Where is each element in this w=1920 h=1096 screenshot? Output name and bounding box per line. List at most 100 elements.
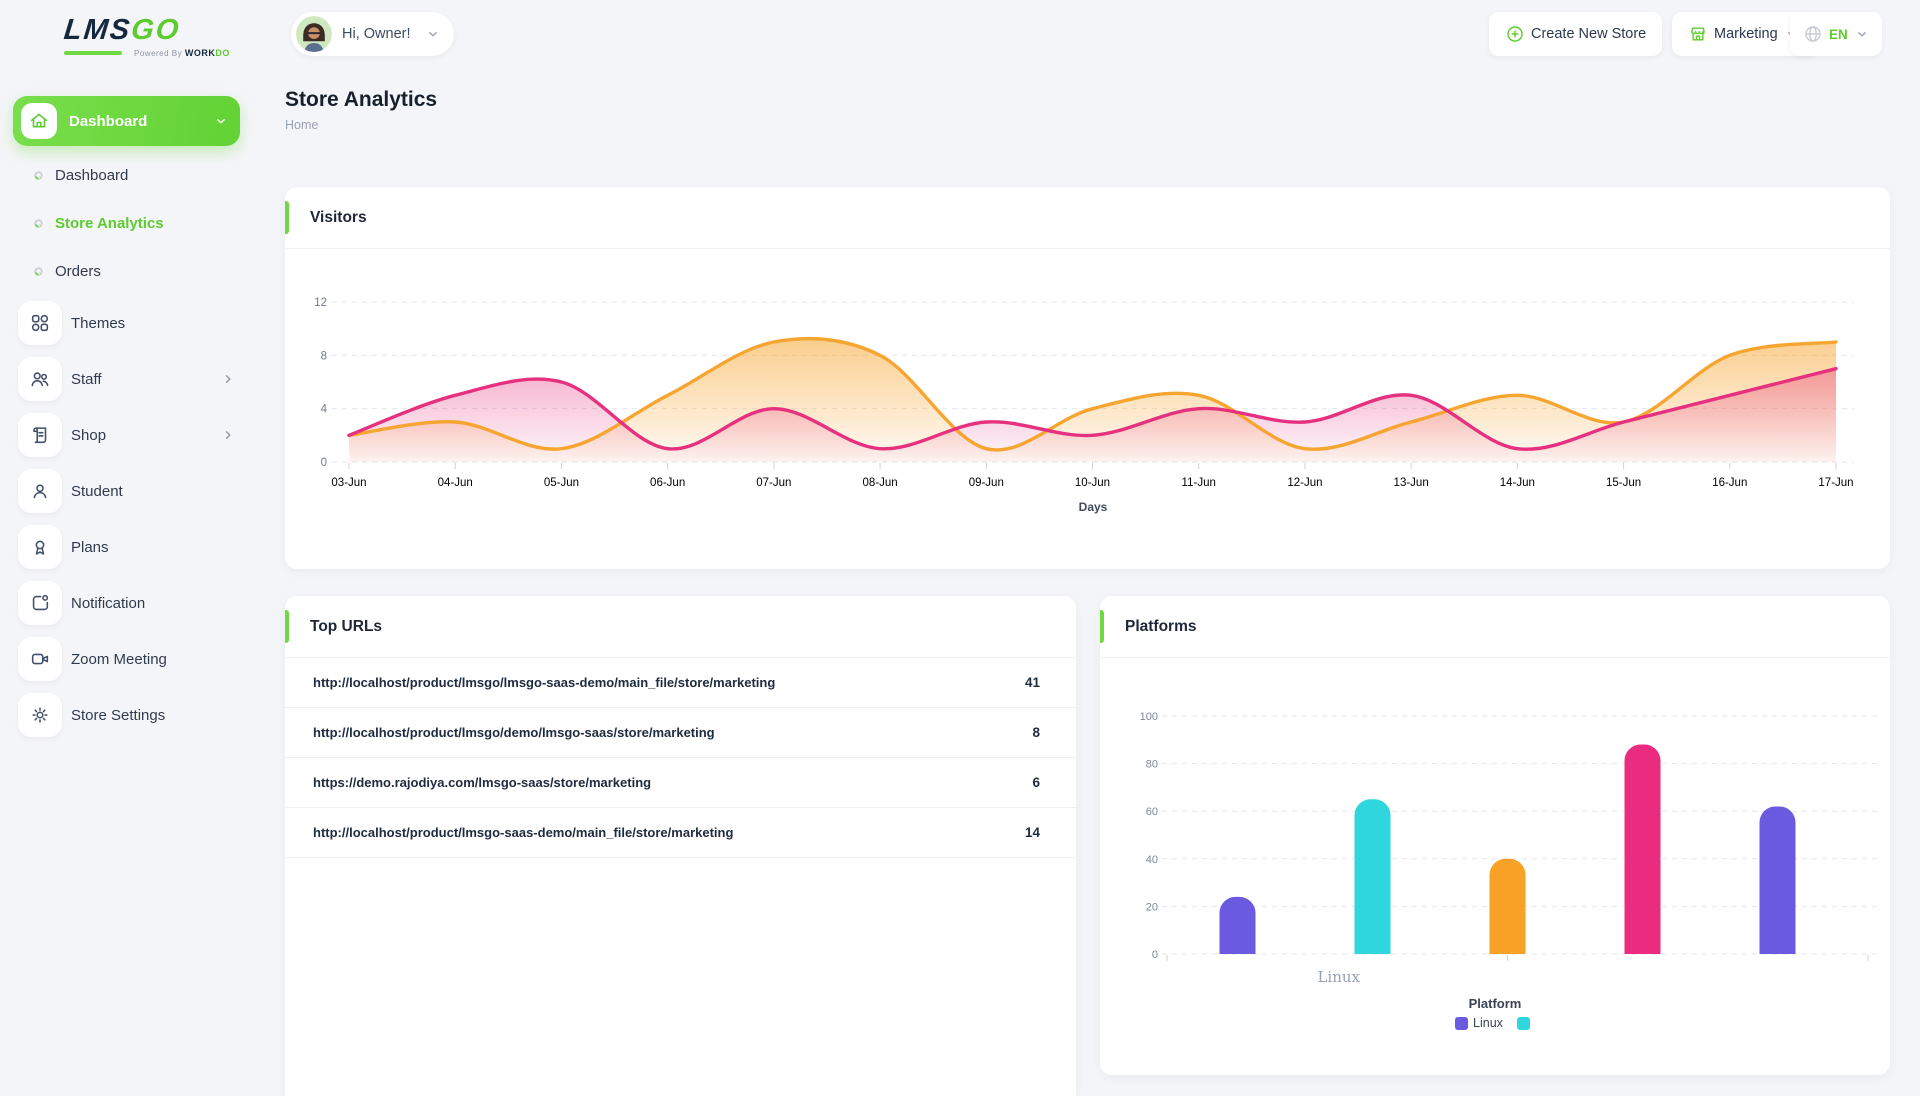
- sidebar-item-label: Dashboard: [55, 166, 129, 184]
- user-menu-button[interactable]: Hi, Owner!: [291, 12, 454, 56]
- count-cell: 8: [1032, 725, 1040, 740]
- page-title: Store Analytics: [285, 88, 438, 111]
- video-icon: [18, 637, 62, 681]
- sidebar-item-orders[interactable]: Orders: [0, 247, 257, 295]
- page-head: Store Analytics Home: [285, 88, 437, 132]
- svg-text:08-Jun: 08-Jun: [862, 477, 897, 489]
- language-code-label: EN: [1829, 26, 1848, 42]
- sidebar-sub-list: Dashboard Store Analytics Orders: [0, 151, 257, 295]
- svg-text:40: 40: [1146, 854, 1158, 866]
- store-selector-button[interactable]: Marketing: [1672, 12, 1815, 56]
- sidebar-item-label: Staff: [71, 370, 102, 388]
- svg-text:05-Jun: 05-Jun: [544, 477, 579, 489]
- receipt-icon: [18, 413, 62, 457]
- chevron-right-icon: [221, 372, 235, 386]
- sidebar-group-dashboard[interactable]: Dashboard: [13, 96, 240, 146]
- svg-text:14-Jun: 14-Jun: [1500, 477, 1535, 489]
- visitors-card-title: Visitors: [310, 208, 367, 226]
- platforms-card-title: Platforms: [1125, 617, 1197, 635]
- store-selector-label: Marketing: [1714, 26, 1778, 42]
- platforms-card: Platforms 0 20 40 60 80 100 Linux Platform Lin…: [1100, 596, 1890, 1075]
- svg-text:100: 100: [1140, 711, 1158, 723]
- sidebar-item-label: Store Settings: [71, 706, 166, 724]
- sidebar-item-dashboard[interactable]: Dashboard: [0, 151, 257, 199]
- chevron-right-icon: [221, 428, 235, 442]
- sidebar-item-label: Student: [71, 482, 123, 500]
- svg-text:16-Jun: 16-Jun: [1712, 477, 1747, 489]
- svg-text:80: 80: [1146, 759, 1158, 771]
- url-cell[interactable]: http://localhost/product/lmsgo-saas-demo…: [313, 825, 734, 840]
- svg-text:8: 8: [321, 350, 327, 362]
- sidebar-item-zoom-meeting[interactable]: Zoom Meeting: [0, 631, 257, 687]
- brand-logo-text: LMSGO: [62, 14, 183, 46]
- bullet-icon: [32, 169, 45, 182]
- person-icon: [18, 469, 62, 513]
- platforms-bar-chart: 0 20 40 60 80 100 Linux: [1140, 711, 1878, 986]
- count-cell: 14: [1024, 825, 1040, 840]
- grid-icon: [18, 301, 62, 345]
- sidebar-item-store-settings[interactable]: Store Settings: [0, 687, 257, 743]
- table-row[interactable]: http://localhost/product/lmsgo-saas-demo…: [285, 808, 1076, 858]
- breadcrumb[interactable]: Home: [285, 118, 319, 132]
- svg-text:03-Jun: 03-Jun: [331, 477, 366, 489]
- top-urls-card: Top URLs http://localhost/product/lmsgo/…: [285, 596, 1076, 1096]
- sidebar-item-label: Orders: [55, 262, 101, 280]
- svg-text:0: 0: [1152, 949, 1158, 961]
- sidebar-item-label: Themes: [71, 314, 126, 332]
- sidebar-item-staff[interactable]: Staff: [0, 351, 257, 407]
- store-icon: [1688, 24, 1708, 44]
- url-cell[interactable]: http://localhost/product/lmsgo/lmsgo-saa…: [313, 675, 776, 690]
- sidebar-item-shop[interactable]: Shop: [0, 407, 257, 463]
- platforms-axis-title: Platform: [1468, 996, 1522, 1011]
- sidebar-item-notification[interactable]: Notification: [0, 575, 257, 631]
- globe-icon: [1803, 24, 1823, 44]
- url-cell[interactable]: https://demo.rajodiya.com/lmsgo-saas/sto…: [313, 775, 652, 790]
- card-accent-bar: [1100, 610, 1104, 643]
- sidebar-item-plans[interactable]: Plans: [0, 519, 257, 575]
- sidebar-item-themes[interactable]: Themes: [0, 295, 257, 351]
- bullet-icon: [32, 217, 45, 230]
- sidebar-item-label: Plans: [71, 538, 109, 556]
- create-new-store-button[interactable]: Create New Store: [1489, 12, 1663, 56]
- create-new-store-label: Create New Store: [1531, 26, 1647, 42]
- top-urls-table: http://localhost/product/lmsgo/lmsgo-saa…: [285, 658, 1076, 858]
- count-cell: 41: [1024, 675, 1040, 690]
- brand-logo[interactable]: LMSGO Powered By WORKDO: [62, 14, 230, 58]
- svg-text:09-Jun: 09-Jun: [969, 477, 1004, 489]
- language-selector-button[interactable]: EN: [1790, 12, 1882, 56]
- home-icon: [21, 103, 57, 139]
- award-icon: [18, 525, 62, 569]
- table-row[interactable]: https://demo.rajodiya.com/lmsgo-saas/sto…: [285, 758, 1076, 808]
- users-icon: [18, 357, 62, 401]
- avatar: [296, 16, 332, 52]
- sidebar-item-label: Store Analytics: [55, 214, 164, 232]
- legend-label: Linux: [1473, 1016, 1503, 1030]
- bullet-icon: [32, 265, 45, 278]
- table-row[interactable]: http://localhost/product/lmsgo/demo/lmsg…: [285, 708, 1076, 758]
- sidebar-item-student[interactable]: Student: [0, 463, 257, 519]
- svg-text:13-Jun: 13-Jun: [1394, 477, 1429, 489]
- top-urls-card-title: Top URLs: [310, 617, 383, 635]
- chevron-down-icon: [1855, 27, 1869, 41]
- sidebar: Dashboard Dashboard Store Analytics Orders…: [0, 70, 257, 743]
- svg-text:06-Jun: 06-Jun: [650, 477, 685, 489]
- legend-item[interactable]: [1516, 1016, 1535, 1030]
- sidebar-item-store-analytics[interactable]: Store Analytics: [0, 199, 257, 247]
- greeting-label: Hi, Owner!: [342, 26, 411, 42]
- count-cell: 6: [1032, 775, 1040, 790]
- url-cell[interactable]: http://localhost/product/lmsgo/demo/lmsg…: [313, 725, 715, 740]
- chevron-down-icon: [214, 114, 228, 128]
- svg-text:15-Jun: 15-Jun: [1606, 477, 1641, 489]
- svg-text:Days: Days: [1079, 500, 1108, 514]
- svg-text:60: 60: [1146, 806, 1158, 818]
- logo-underline: [64, 51, 122, 55]
- legend-swatch: [1455, 1016, 1469, 1030]
- legend-swatch: [1516, 1016, 1530, 1030]
- sidebar-item-label: Shop: [71, 426, 107, 444]
- table-row[interactable]: http://localhost/product/lmsgo/lmsgo-saa…: [285, 658, 1076, 708]
- top-bar: LMSGO Powered By WORKDO Hi, Owner! Creat…: [0, 0, 1920, 70]
- svg-text:20: 20: [1146, 901, 1158, 913]
- legend-item[interactable]: Linux: [1455, 1016, 1503, 1030]
- gear-icon: [18, 693, 62, 737]
- svg-text:Linux: Linux: [1317, 968, 1360, 986]
